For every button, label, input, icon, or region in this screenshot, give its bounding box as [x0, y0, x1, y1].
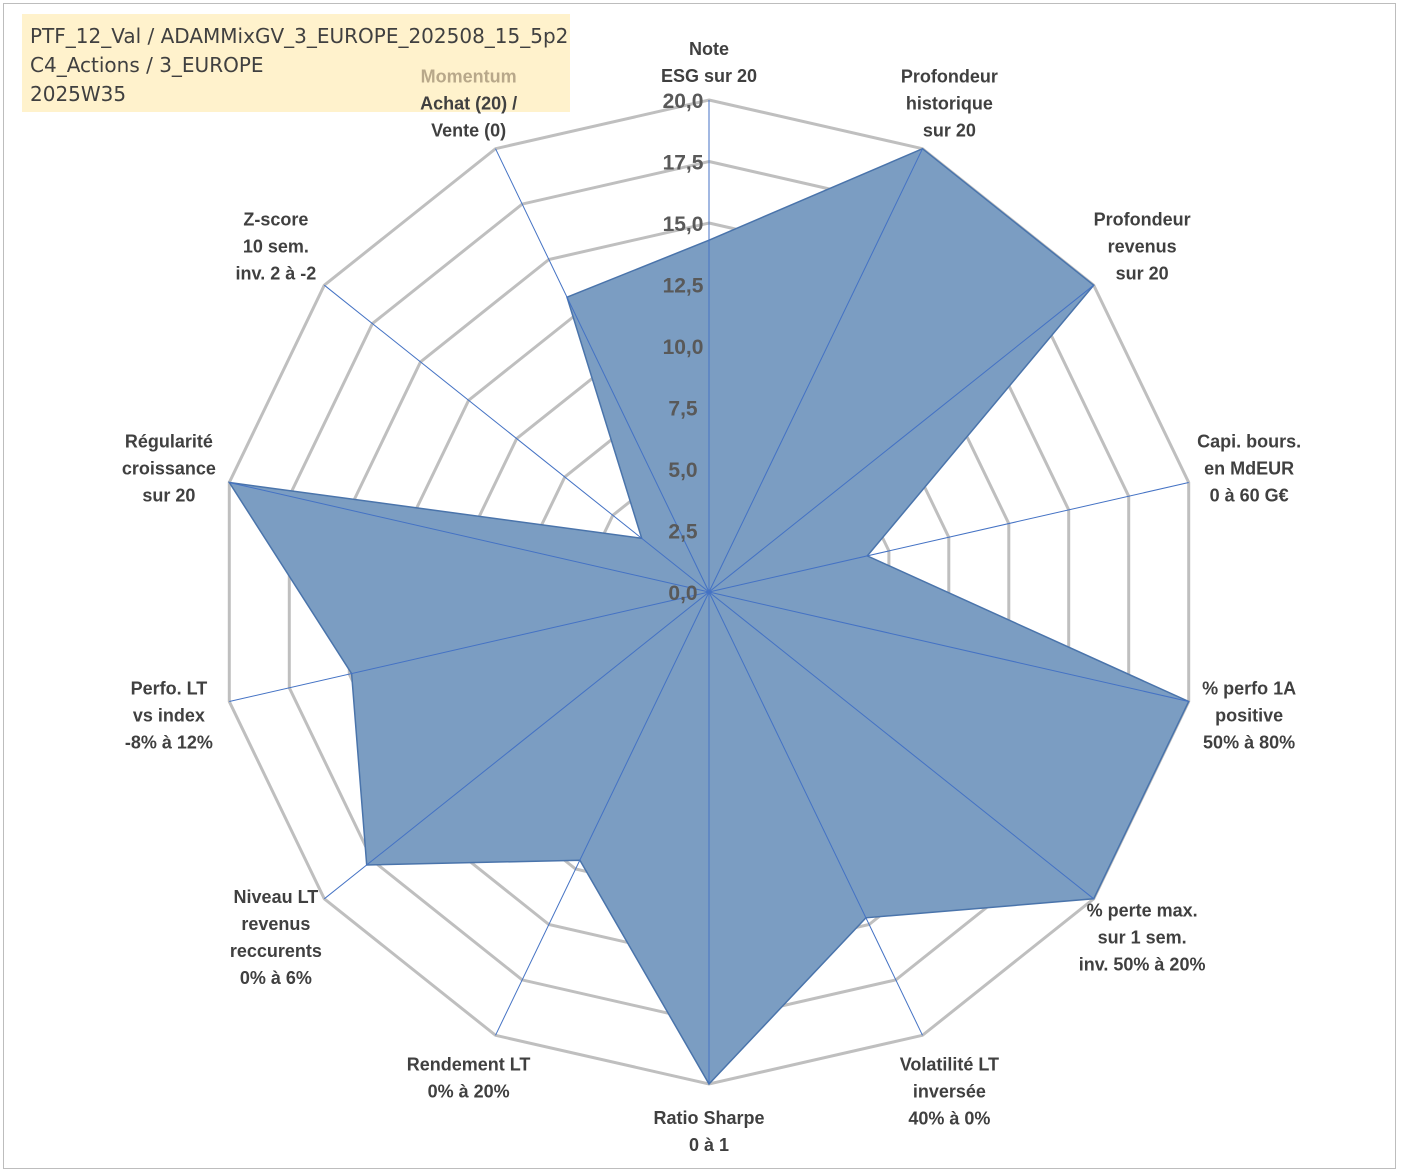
axis-label: Régularité croissance sur 20 [122, 432, 216, 506]
axis-spoke [323, 284, 710, 593]
axis-label: % perfo 1A positive 50% à 80% [1202, 678, 1296, 752]
tick-label: 7,5 [668, 398, 698, 421]
axis-label: Note ESG sur 20 [661, 39, 757, 86]
tick-label: 0,0 [668, 582, 697, 605]
axis-label: Profondeur revenus sur 20 [1094, 210, 1191, 284]
axis-spoke [495, 591, 710, 1036]
axis-spoke [708, 284, 1095, 593]
info-category-line: C4_Actions / 3_EUROPE [30, 53, 264, 77]
axis-spoke [229, 591, 710, 702]
tick-label: 20,0 [663, 90, 704, 113]
axis-label: Rendement LT 0% à 20% [407, 1055, 531, 1102]
axis-spoke [708, 482, 1189, 593]
info-week-line: 2025W35 [30, 82, 127, 106]
radar-spokes [229, 100, 1189, 1084]
radar-tick-labels: 0,0 2,5 5,0 7,5 10,0 12,5 15,0 17,5 20,0 [663, 90, 704, 605]
tick-label: 15,0 [663, 213, 704, 236]
chart-info-box: PTF_12_Val / ADAMMixGV_3_EUROPE_202508_1… [22, 14, 570, 112]
info-portfolio-line: PTF_12_Val / ADAMMixGV_3_EUROPE_202508_1… [30, 24, 569, 48]
axis-spoke [323, 591, 710, 900]
axis-label: Capi. bours. en MdEUR 0 à 60 G€ [1197, 432, 1301, 506]
tick-label: 12,5 [663, 275, 704, 298]
axis-spoke [495, 148, 710, 593]
axis-label: % perte max. sur 1 sem. inv. 50% à 20% [1079, 900, 1206, 974]
tick-label: 2,5 [668, 521, 698, 544]
axis-spoke [708, 148, 923, 593]
axis-label: Ratio Sharpe 0 à 1 [653, 1108, 764, 1155]
axis-spoke [229, 482, 710, 593]
axis-label: Z-score 10 sem. inv. 2 à -2 [236, 210, 317, 284]
axis-label: Niveau LT revenus reccurents 0% à 6% [230, 887, 322, 988]
tick-label: 5,0 [668, 459, 697, 482]
tick-label: 10,0 [663, 336, 704, 359]
tick-label: 17,5 [663, 152, 704, 175]
axis-spoke [708, 591, 1189, 702]
axis-label: Momentum Achat (20) / Vente (0) [420, 67, 517, 141]
axis-label: Profondeur historique sur 20 [901, 67, 998, 141]
radar-axis-labels: Note ESG sur 20 Profondeur historique sur 20… [122, 39, 1301, 1155]
axis-label: Perfo. LT vs index -8% à 12% [125, 678, 213, 752]
axis-spoke [708, 591, 1095, 900]
axis-spoke [708, 591, 923, 1036]
axis-label: Volatilité LT inversée 40% à 0% [900, 1055, 999, 1129]
